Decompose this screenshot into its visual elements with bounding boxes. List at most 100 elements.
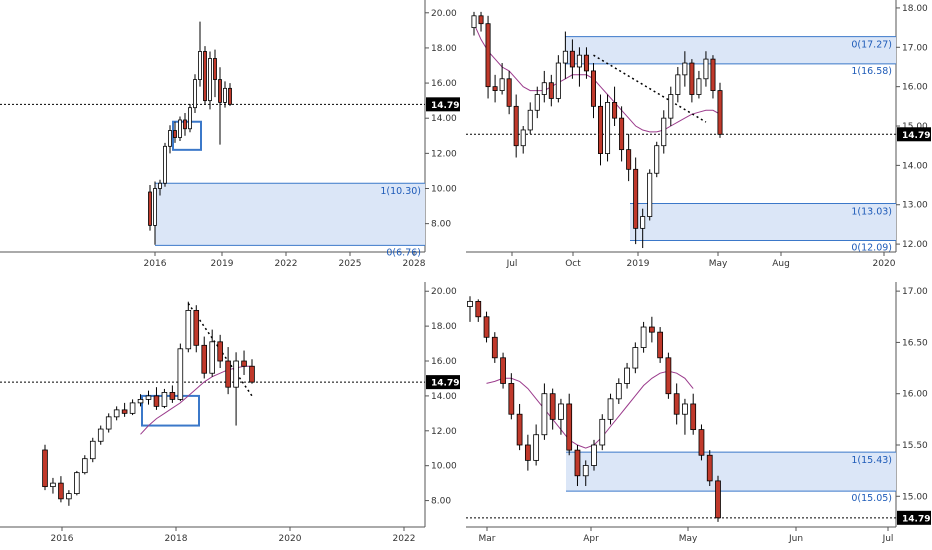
candle-body bbox=[698, 429, 705, 456]
panel-br-candle-29 bbox=[706, 450, 713, 487]
panel-br-candle-19 bbox=[624, 362, 630, 389]
panel-tr-candle-3 bbox=[492, 74, 498, 103]
panel-br-x-tick-label: Apr bbox=[583, 534, 599, 544]
candle-body bbox=[492, 86, 498, 91]
panel-tl-candle-4 bbox=[168, 125, 172, 154]
candle-body bbox=[647, 172, 653, 217]
candle-body bbox=[682, 62, 688, 76]
candle-body bbox=[591, 444, 597, 466]
panel-tl-y-tick-label: 8.00 bbox=[431, 220, 451, 230]
panel-bl-candle-25 bbox=[241, 350, 247, 375]
candle-body bbox=[491, 336, 498, 359]
panel-tr-candle-31 bbox=[689, 59, 695, 103]
panel-bl-candle-1 bbox=[50, 477, 56, 494]
candle-body bbox=[193, 310, 200, 346]
panel-tl-y-tick-label: 10.00 bbox=[431, 185, 457, 195]
candle-body bbox=[178, 119, 182, 138]
candle-body bbox=[500, 357, 506, 384]
panel-br-candle-25 bbox=[673, 383, 680, 425]
panel-bl-candle-26 bbox=[249, 359, 255, 384]
candle-body bbox=[682, 403, 688, 415]
candle-body bbox=[475, 300, 482, 318]
panel-br-price-badge: 14.79 bbox=[897, 510, 931, 525]
panel-br-candle-13 bbox=[574, 444, 581, 487]
panel-tr-moving-average-line bbox=[473, 23, 721, 133]
price-badge-bg bbox=[897, 510, 931, 525]
panel-tr-candle-24 bbox=[640, 208, 646, 249]
panel-tl-candle-8 bbox=[188, 104, 192, 133]
candle-body bbox=[483, 316, 490, 338]
panel-br-y-tick-label: 16.00 bbox=[902, 390, 928, 400]
panel-bl-candle-20 bbox=[201, 336, 208, 379]
panel-tr-candle-33 bbox=[703, 51, 709, 87]
candle-body bbox=[566, 403, 573, 451]
panel-br-candle-10 bbox=[549, 388, 556, 430]
panel-tl-candle-5 bbox=[173, 121, 177, 143]
panel-tl-x-tick-label: 2028 bbox=[403, 259, 426, 269]
panel-tr-zone-1 bbox=[630, 203, 896, 241]
price-badge-label: 14.79 bbox=[431, 101, 459, 111]
candle-body bbox=[97, 428, 104, 442]
panel-tr-candle-32 bbox=[696, 70, 702, 99]
panel-tr-zone-bottom-label: 0(12.09) bbox=[851, 243, 892, 254]
panel-tr-candle-22 bbox=[626, 133, 632, 182]
candle-body bbox=[193, 79, 197, 109]
candle-body bbox=[168, 130, 172, 147]
panel-tr-candle-26 bbox=[654, 141, 660, 178]
candle-body bbox=[161, 392, 168, 407]
panel-tr-x-tick-label: Jul bbox=[506, 259, 518, 269]
chart-panel-top-right: 12.00 13.00 14.00 15.00 16.00 17.00 18.00 Jul Oc… bbox=[466, 0, 931, 269]
panel-tr-candle-12 bbox=[555, 55, 561, 103]
panel-tr-candle-18 bbox=[598, 94, 604, 166]
panel-br-candle-21 bbox=[640, 321, 647, 353]
candle-body bbox=[619, 117, 625, 151]
panel-bl-candle-15 bbox=[161, 388, 168, 409]
price-badge-label: 14.79 bbox=[902, 514, 930, 524]
panel-tl-y-tick-label: 20.00 bbox=[431, 9, 457, 19]
panel-br-candle-3 bbox=[491, 332, 498, 363]
panel-tr-y-tick-label: 17.00 bbox=[902, 43, 928, 53]
panel-bl-candle-11 bbox=[129, 399, 136, 416]
candle-body bbox=[654, 145, 660, 174]
panel-bl-y-tick-label: 8.00 bbox=[431, 497, 451, 507]
panel-br-candle-27 bbox=[690, 393, 697, 435]
candle-body bbox=[471, 15, 477, 29]
panel-br-moving-average-line bbox=[486, 370, 694, 449]
candle-body bbox=[516, 413, 523, 446]
panel-bl-candle-14 bbox=[153, 387, 160, 410]
candle-body bbox=[223, 87, 227, 103]
candle-body bbox=[527, 109, 533, 131]
panel-tl-candle-6 bbox=[178, 116, 182, 142]
panel-tr-candle-23 bbox=[633, 157, 639, 245]
panel-bl-candle-2 bbox=[58, 476, 64, 503]
panel-bl-candle-4 bbox=[74, 470, 80, 496]
panel-br-zone-bottom-label: 0(15.05) bbox=[851, 493, 892, 504]
candle-body bbox=[562, 50, 568, 64]
panel-tr-trendline bbox=[593, 54, 707, 123]
panel-tl-candle-0 bbox=[148, 184, 152, 231]
price-badge-label: 14.79 bbox=[431, 379, 459, 389]
panel-br-candle-20 bbox=[632, 342, 639, 374]
candle-body bbox=[524, 444, 531, 461]
panel-tl-price-badge: 14.79 bbox=[426, 97, 460, 112]
panel-br-x-tick-label: Jun bbox=[788, 534, 803, 544]
candle-body bbox=[690, 403, 697, 431]
panel-tl-y-tick-label: 14.00 bbox=[431, 114, 457, 124]
panel-tr-candle-1 bbox=[478, 11, 484, 32]
panel-tr-x-tick-label: Aug bbox=[772, 259, 790, 269]
panel-br-candle-14 bbox=[582, 460, 589, 487]
candle-body bbox=[513, 105, 519, 147]
candle-body bbox=[209, 341, 215, 374]
candle-body bbox=[657, 331, 664, 359]
candle-body bbox=[648, 326, 655, 333]
panel-tl-candle-2 bbox=[158, 179, 162, 196]
panel-tr-x-tick-label: 2020 bbox=[873, 259, 896, 269]
candle-body bbox=[661, 117, 667, 147]
candle-body bbox=[574, 449, 581, 477]
candle-body bbox=[569, 50, 575, 68]
panel-br-y-tick-label: 15.00 bbox=[902, 492, 928, 502]
panel-tr-candle-7 bbox=[520, 126, 526, 154]
panel-bl-candle-6 bbox=[89, 437, 96, 463]
candle-body bbox=[668, 94, 674, 119]
